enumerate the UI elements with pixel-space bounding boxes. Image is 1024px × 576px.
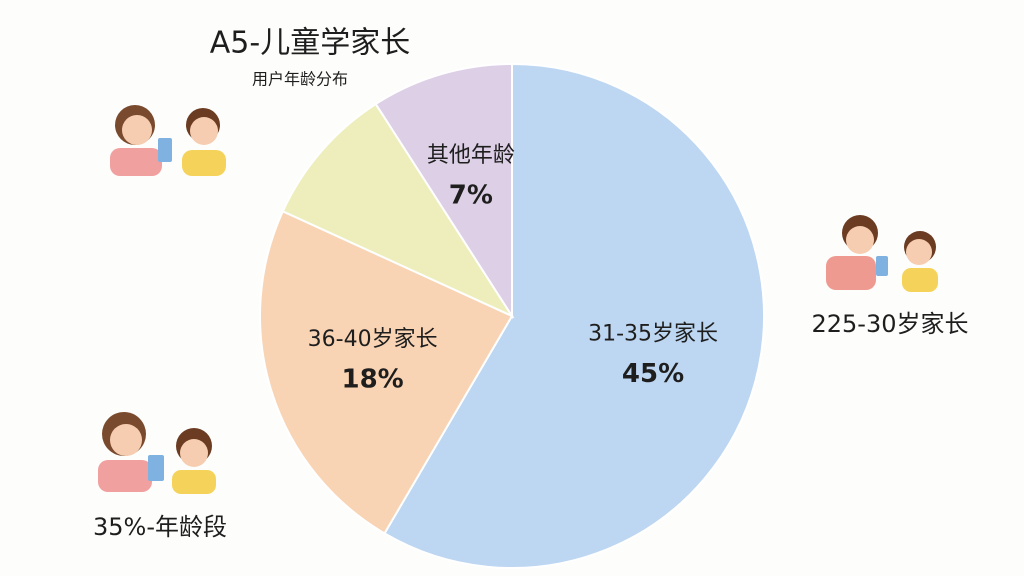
- pie-slice: [281, 102, 515, 319]
- chart-subtitle: 用户年龄分布: [252, 70, 348, 89]
- pie-slice: [383, 62, 765, 569]
- pie-slice: [374, 62, 513, 320]
- illustration-parent-child-right: [826, 215, 938, 292]
- slice-label: 31-35岁家长: [588, 321, 718, 346]
- pie-slice: [259, 209, 514, 535]
- illustration-parent-child-bottom: [98, 412, 216, 494]
- chart-title: A5-儿童学家长: [210, 26, 410, 61]
- value-label: 45%: [622, 359, 684, 389]
- slice-label: 其他年龄: [427, 143, 515, 168]
- value-label: 18%: [342, 365, 404, 395]
- annotation: 225-30岁家长: [811, 310, 968, 338]
- annotation: 35%-年龄段: [93, 513, 227, 541]
- slice-label: 36-40岁家长: [308, 327, 438, 352]
- illustration-parent-child-top: [110, 105, 226, 176]
- value-label: 7%: [449, 180, 493, 210]
